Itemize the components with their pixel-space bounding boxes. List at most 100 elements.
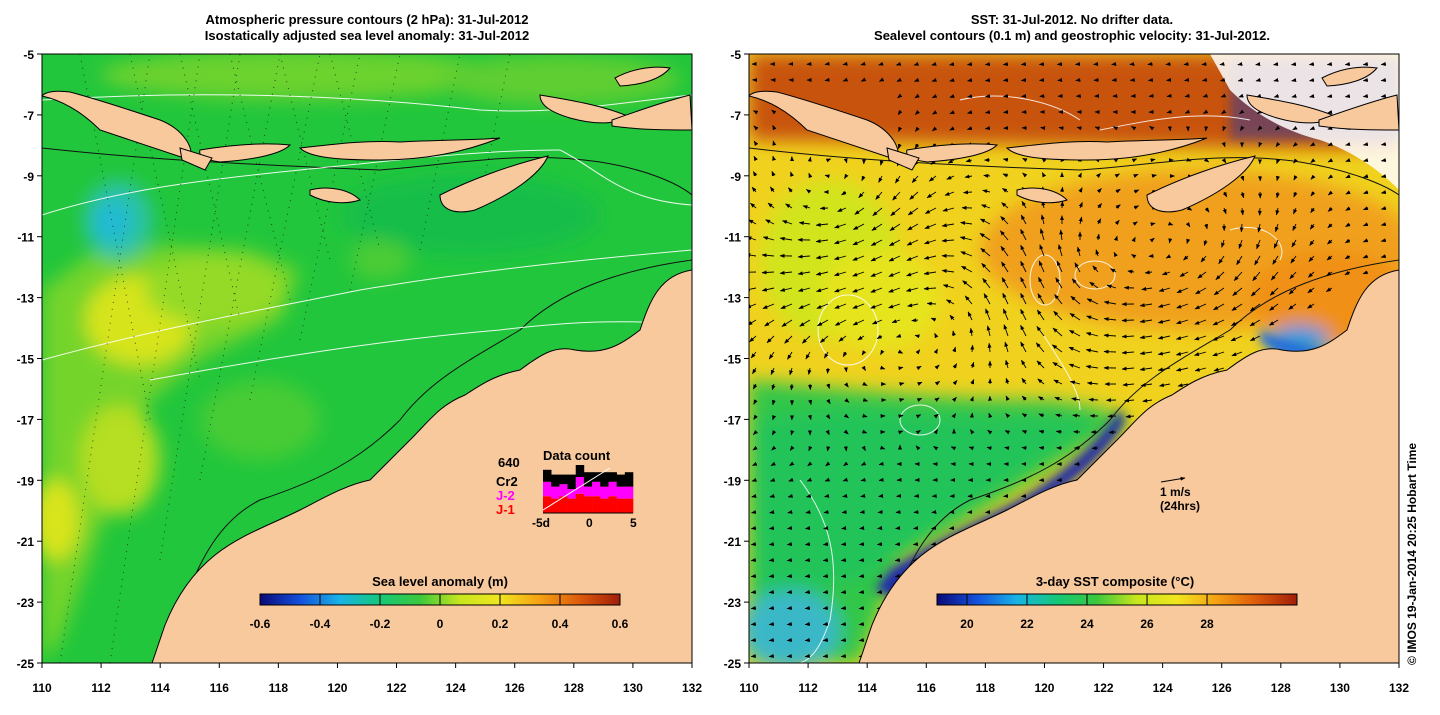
right-colorbar-gradient [937, 594, 1297, 605]
velocity-arrow [861, 496, 864, 497]
velocity-arrow [913, 544, 918, 545]
velocity-arrow [914, 528, 918, 529]
lon-label: 118 [976, 681, 996, 695]
lat-label: -25 [17, 657, 35, 671]
lon-label: 116 [917, 681, 937, 695]
velocity-arrow [984, 175, 990, 176]
lat-label: -7 [23, 109, 34, 123]
lon-label: 118 [269, 681, 289, 695]
velocity-arrow [787, 576, 792, 577]
data-count-bar-cr2 [576, 465, 584, 477]
velocity-arrow [1003, 64, 1008, 65]
velocity-arrow [931, 544, 936, 545]
velocity-arrow [877, 560, 882, 561]
left-colorbar-tick-label: -0.2 [370, 617, 391, 631]
data-count-bar-cr2 [543, 470, 551, 482]
lon-label: 126 [1212, 681, 1232, 695]
right-colorbar-tick-label: 22 [1020, 617, 1034, 631]
velocity-arrow [810, 157, 811, 160]
lon-label: 122 [387, 681, 407, 695]
velocity-arrow [1185, 80, 1188, 81]
data-count-bar-j2 [592, 482, 600, 496]
left-colorbar-tick-label: 0.4 [552, 617, 569, 631]
velocity-arrow [805, 608, 810, 609]
lat-label: -23 [17, 596, 35, 610]
left-title-line1: Atmospheric pressure contours (2 hPa): 3… [206, 12, 529, 27]
velocity-arrow [841, 656, 846, 657]
data-count-bar-j2 [600, 487, 608, 499]
data-count-bar-j1 [568, 499, 576, 513]
velocity-arrow [787, 640, 792, 641]
velocity-arrow [895, 544, 900, 545]
data-count-bar-cr2 [617, 475, 625, 487]
lon-label: 114 [151, 681, 171, 695]
velocity-arrow [751, 640, 756, 641]
lat-label: -5 [730, 48, 741, 62]
velocity-arrow [787, 544, 792, 545]
velocity-arrow [1003, 80, 1008, 81]
velocity-arrow [842, 528, 846, 529]
data-count-bar-cr2 [600, 472, 608, 486]
left-map[interactable]: 640 Cr2 J-2 J-1 Data count -5d 0 5 Sea l… [30, 50, 692, 663]
velocity-arrow [769, 656, 774, 657]
lon-label: 110 [32, 681, 52, 695]
velocity-arrow [859, 624, 864, 625]
velocity-arrow [751, 656, 756, 657]
data-count-bar-j1 [600, 499, 608, 513]
mission-j1-label: J-1 [496, 502, 515, 517]
velocity-arrow [751, 544, 756, 545]
data-count-bar-j2 [625, 487, 633, 499]
mission-cr2-label: Cr2 [496, 474, 518, 489]
left-title-line2: Isostatically adjusted sea level anomaly… [205, 28, 529, 43]
lon-label: 110 [739, 681, 759, 695]
lon-label: 130 [1330, 681, 1350, 695]
velocity-arrow [1202, 64, 1206, 65]
lat-label: -7 [730, 109, 741, 123]
velocity-arrow [1022, 447, 1026, 448]
lat-label: -21 [724, 535, 742, 549]
mission-j2-label: J-2 [496, 488, 515, 503]
velocity-arrow [841, 560, 846, 561]
imos-credit: © IMOS 19-Jan-2014 20:25 Hobart Time [1405, 443, 1419, 665]
lat-label: -11 [724, 231, 741, 245]
velocity-arrow [787, 592, 792, 593]
lon-label: 112 [798, 681, 818, 695]
velocity-scale-line1: 1 m/s [1160, 485, 1191, 499]
velocity-arrow [1062, 201, 1063, 208]
lat-label: -23 [724, 596, 742, 610]
left-colorbar-tick-label: -0.4 [310, 617, 331, 631]
left-colorbar-tick-label: -0.6 [250, 617, 271, 631]
data-count-bar-j2 [551, 487, 559, 499]
right-map[interactable]: 1 m/s (24hrs) 3-day SST composite (°C) 2… [740, 54, 1420, 670]
velocity-arrow [900, 367, 903, 368]
lon-label: 128 [1271, 681, 1291, 695]
lon-label: 132 [1389, 681, 1409, 695]
velocity-arrow [1057, 64, 1062, 65]
left-colorbar-tick-label: 0 [437, 617, 444, 631]
lon-label: 116 [210, 681, 230, 695]
velocity-arrow [1381, 64, 1386, 65]
velocity-arrow [859, 576, 864, 577]
velocity-arrow [751, 592, 756, 593]
data-count-bar-j2 [543, 482, 551, 496]
lon-label: 126 [505, 681, 525, 695]
velocity-arrow [1059, 127, 1062, 128]
data-count-bar-cr2 [559, 475, 567, 485]
data-count-bar-j2 [608, 482, 616, 496]
lon-label: 130 [623, 681, 643, 695]
data-count-bar-j1 [625, 499, 633, 513]
velocity-arrow [769, 544, 774, 545]
lat-label: -11 [17, 231, 34, 245]
velocity-arrow [878, 528, 882, 529]
velocity-arrow [1169, 240, 1170, 243]
velocity-arrow [805, 544, 810, 545]
lat-label: -15 [724, 353, 742, 367]
lon-label: 124 [446, 681, 466, 695]
velocity-arrow [769, 560, 774, 561]
left-colorbar-tick-label: 0.6 [612, 617, 629, 631]
lat-label: -9 [730, 170, 741, 184]
velocity-arrow [805, 592, 810, 593]
velocity-arrow [841, 640, 846, 641]
lat-label: -5 [23, 48, 34, 62]
